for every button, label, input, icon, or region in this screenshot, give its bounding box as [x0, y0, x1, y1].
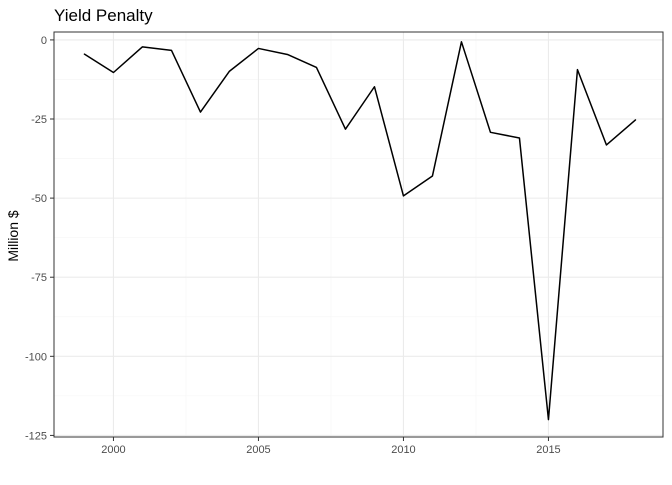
y-axis-label: Million $: [5, 210, 21, 262]
chart-title: Yield Penalty: [54, 6, 153, 25]
x-tick-label: 2015: [536, 444, 560, 456]
panel-border: [53, 31, 664, 438]
x-tick-label: 2010: [391, 444, 415, 456]
x-axis-ticks: 2000 2005 2010 2015: [101, 437, 561, 456]
y-tick-label: -75: [31, 272, 47, 284]
x-tick-label: 2005: [246, 444, 270, 456]
y-tick-label: -100: [25, 351, 47, 363]
minor-gridlines: [54, 32, 663, 437]
y-tick-label: -25: [31, 114, 47, 126]
y-tick-label: -50: [31, 193, 47, 205]
y-tick-label: -125: [25, 430, 47, 442]
series-line: [83, 41, 637, 421]
y-axis-ticks: 0 -25 -50 -75 -100 -125: [25, 35, 54, 442]
x-tick-label: 2000: [101, 444, 125, 456]
y-tick-label: 0: [41, 35, 47, 47]
major-gridlines: [54, 32, 663, 437]
